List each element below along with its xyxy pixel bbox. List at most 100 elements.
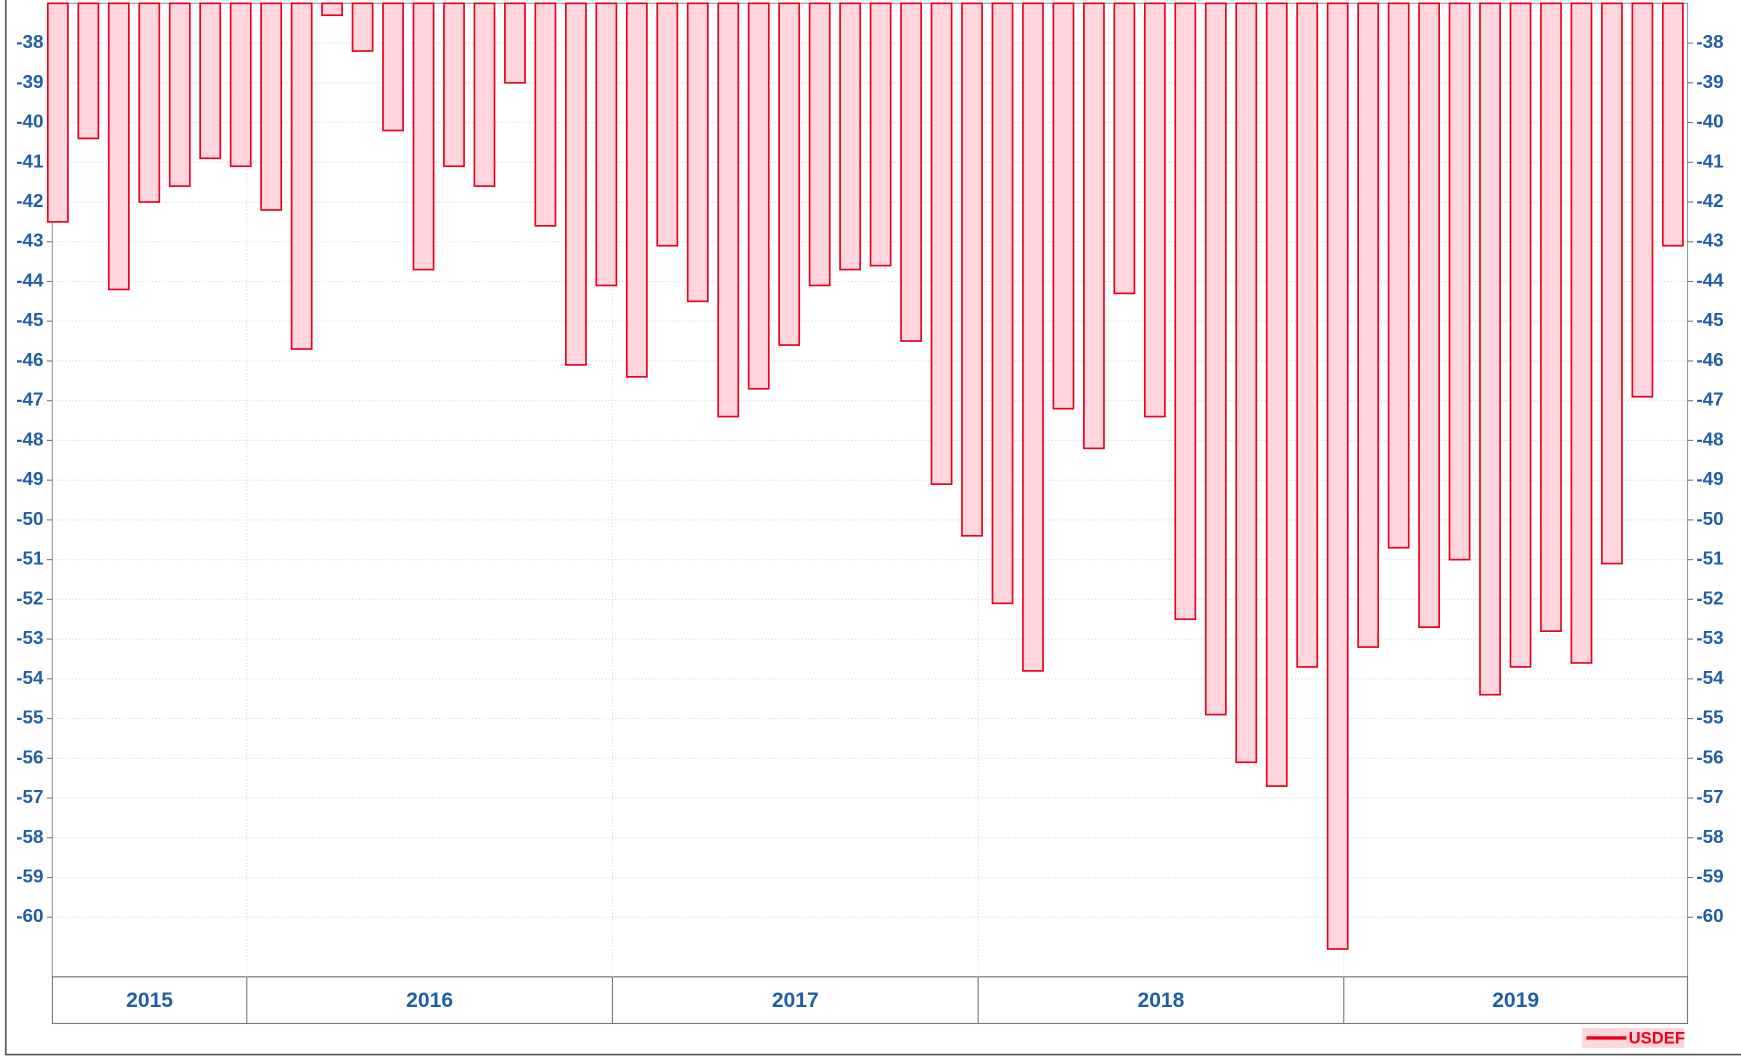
bar [290, 2, 313, 350]
bar [1509, 2, 1532, 668]
y-tick-label: -41 [16, 150, 43, 171]
y-tick-label: -47 [16, 389, 43, 410]
bar [77, 2, 100, 140]
bar [1022, 2, 1044, 672]
bar [656, 2, 679, 247]
bar [1357, 2, 1380, 648]
bar [1570, 2, 1593, 664]
y-tick-label-right: -42 [1696, 190, 1723, 211]
y-tick-label: -43 [16, 230, 43, 251]
bar [1540, 2, 1562, 632]
bar [717, 2, 740, 418]
y-tick-label-right: -58 [1696, 826, 1723, 847]
bar [839, 2, 862, 271]
y-tick-label-right: -45 [1696, 309, 1723, 330]
bar [1143, 2, 1166, 418]
bar [382, 2, 404, 132]
legend-box [1582, 1027, 1685, 1048]
y-tick-label-right: -39 [1696, 71, 1723, 92]
bar [961, 2, 983, 537]
y-tick-label-right: -54 [1696, 667, 1724, 688]
y-tick-label-right: -43 [1696, 230, 1723, 251]
y-tick-label-right: -40 [1696, 111, 1723, 132]
y-tick-label: -45 [16, 309, 43, 330]
y-tick-label: -52 [16, 587, 43, 608]
y-tick-label: -42 [16, 190, 43, 211]
y-tick-label-right: -46 [1696, 349, 1723, 370]
x-group-label: 2015 [126, 989, 173, 1012]
frame [4, 0, 1741, 1056]
y-tick-label: -50 [16, 508, 43, 529]
bar [46, 2, 69, 223]
bar [1083, 2, 1105, 450]
bar [534, 2, 557, 227]
bar [595, 2, 618, 287]
bar [1265, 2, 1288, 787]
bar [1479, 2, 1501, 696]
bar [321, 2, 344, 17]
bar [504, 2, 526, 84]
bar [1235, 2, 1258, 764]
bar [473, 2, 496, 187]
y-tick-label: -58 [16, 826, 43, 847]
y-tick-label-right: -56 [1696, 746, 1723, 767]
bar [1418, 2, 1440, 629]
bar [1052, 2, 1075, 410]
bar [260, 2, 283, 211]
y-tick-label: -44 [16, 269, 44, 290]
y-tick-label: -38 [16, 31, 43, 52]
bar [930, 2, 953, 485]
bar [565, 2, 587, 366]
bar [199, 2, 222, 160]
y-tick-label-right: -41 [1696, 150, 1723, 171]
y-tick-label: -55 [16, 707, 43, 728]
bar [1113, 2, 1136, 295]
y-tick-label-right: -38 [1696, 31, 1723, 52]
bar [443, 2, 465, 168]
y-tick-label: -54 [16, 667, 44, 688]
y-tick-label-right: -49 [1696, 468, 1723, 489]
y-tick-label-right: -48 [1696, 428, 1723, 449]
bar [900, 2, 922, 342]
y-tick-label-right: -52 [1696, 587, 1723, 608]
y-tick-label: -60 [16, 905, 43, 926]
bar [168, 2, 191, 187]
y-tick-label-right: -55 [1696, 707, 1723, 728]
bar [107, 2, 130, 291]
bar [1387, 2, 1410, 549]
x-group-label: 2019 [1492, 989, 1539, 1012]
y-tick-label: -56 [16, 746, 43, 767]
bar [747, 2, 770, 390]
y-tick-label-right: -59 [1696, 866, 1723, 887]
bar [686, 2, 709, 303]
x-group-label: 2017 [772, 989, 819, 1012]
y-tick-label-right: -44 [1696, 269, 1724, 290]
x-group-label: 2016 [406, 989, 453, 1012]
legend-label: USDEF [1629, 1028, 1685, 1047]
bar [625, 2, 648, 378]
y-tick-label-right: -50 [1696, 508, 1723, 529]
y-tick-label: -48 [16, 428, 43, 449]
bar [1631, 2, 1654, 398]
bar [351, 2, 374, 52]
y-tick-label: -39 [16, 71, 43, 92]
y-tick-label-right: -57 [1696, 786, 1723, 807]
y-tick-label: -51 [16, 548, 43, 569]
bar [1601, 2, 1623, 565]
bar [229, 2, 252, 168]
bar [412, 2, 435, 271]
bar [778, 2, 801, 346]
x-axis-band [51, 976, 1689, 1025]
bar [138, 2, 161, 203]
y-tick-label-right: -47 [1696, 389, 1723, 410]
y-tick-label: -40 [16, 111, 43, 132]
y-tick-label: -53 [16, 627, 43, 648]
bar [1661, 2, 1684, 247]
bar [1174, 2, 1197, 621]
y-tick-label-right: -60 [1696, 905, 1723, 926]
y-tick-label: -49 [16, 468, 43, 489]
bar [991, 2, 1014, 605]
bar [1296, 2, 1319, 668]
x-group-label: 2018 [1138, 989, 1185, 1012]
